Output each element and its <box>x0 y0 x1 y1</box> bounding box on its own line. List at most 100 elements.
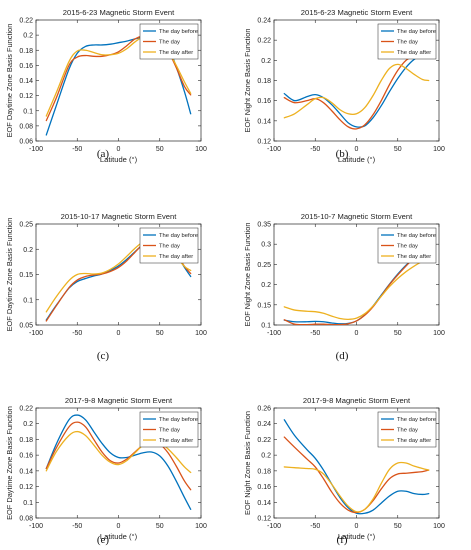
x-tick-label: -50 <box>310 146 320 153</box>
y-tick-label: 0.2 <box>23 247 33 254</box>
y-tick-label: 0.18 <box>257 78 271 85</box>
legend: The day before The day The day after <box>139 23 199 60</box>
y-tick-label: 0.2 <box>23 33 33 40</box>
x-tick-label: 100 <box>195 146 207 153</box>
legend-label: The day <box>397 40 418 46</box>
y-tick-label: 0.22 <box>19 18 33 25</box>
x-tick-label: -50 <box>72 523 82 530</box>
x-tick-label: 50 <box>394 330 402 337</box>
x-tick-label: 100 <box>433 330 445 337</box>
legend-label: The day before <box>159 29 198 35</box>
y-tick-label: 0.26 <box>257 406 271 413</box>
x-tick-label: -100 <box>29 330 43 337</box>
y-tick-label: 0.15 <box>257 302 271 309</box>
x-tick-label: 50 <box>156 523 164 530</box>
series-line-2 <box>45 421 192 491</box>
y-tick-label: 0.1 <box>23 500 33 507</box>
y-tick-label: 0.24 <box>257 421 271 428</box>
y-tick-label: 0.22 <box>19 406 33 413</box>
x-axis-label: Latitude (°) <box>100 532 138 541</box>
legend-label: The day after <box>159 254 193 260</box>
x-axis-label: Latitude (°) <box>338 155 376 164</box>
legend-label: The day after <box>397 254 431 260</box>
y-tick-label: 0.12 <box>257 139 271 146</box>
x-tick-label: 0 <box>355 146 359 153</box>
panel-label-f: (f) <box>336 534 348 546</box>
y-tick-label: 0.14 <box>257 500 271 507</box>
legend-label: The day <box>397 244 418 250</box>
y-tick-label: 0.18 <box>19 48 33 55</box>
chart-panel-1: 2015-6-23 Magnetic Storm Event -100 -50 0 50… <box>5 8 207 164</box>
y-tick-label: 0.18 <box>19 437 33 444</box>
y-tick-label: 0.2 <box>23 421 33 428</box>
y-tick-label: 0.1 <box>23 108 33 115</box>
x-tick-label: -50 <box>310 330 320 337</box>
x-tick-label: 50 <box>156 330 164 337</box>
x-tick-label: -50 <box>310 523 320 530</box>
legend-label: The day after <box>397 438 431 444</box>
x-axis-label: Latitude (°) <box>338 532 376 541</box>
x-tick-label: 100 <box>433 523 445 530</box>
x-tick-label: -50 <box>72 330 82 337</box>
x-tick-label: -100 <box>267 146 281 153</box>
y-tick-label: 0.14 <box>19 468 33 475</box>
chart-panel-3: 2015-10-17 Magnetic Storm Event -100 -50 0 5… <box>5 212 207 337</box>
y-tick-label: 0.08 <box>19 516 33 523</box>
chart-title: 2015-10-7 Magnetic Storm Event <box>301 212 413 221</box>
legend-label: The day after <box>159 50 193 56</box>
chart-title: 2017-9-8 Magnetic Storm Event <box>303 396 411 405</box>
legend-label: The day before <box>397 417 436 423</box>
series-line-1 <box>45 414 192 511</box>
chart-panel-6: 2017-9-8 Magnetic Storm Event -100 -50 0 50 1… <box>243 396 445 541</box>
legend-label: The day <box>159 40 180 46</box>
legend-label: The day <box>397 428 418 434</box>
legend: The day before The day The day after <box>139 411 199 448</box>
y-tick-label: 0.2 <box>261 453 271 460</box>
x-tick-label: 0 <box>117 146 121 153</box>
x-tick-label: -50 <box>72 146 82 153</box>
chart-title: 2015-6-23 Magnetic Storm Event <box>63 8 175 17</box>
x-tick-label: -100 <box>267 330 281 337</box>
legend-label: The day <box>159 244 180 250</box>
legend-label: The day before <box>397 29 436 35</box>
y-axis-label: EOF Night Zone Basis Function <box>243 223 252 327</box>
y-tick-label: 0.1 <box>261 323 271 330</box>
legend-label: The day <box>159 428 180 434</box>
y-tick-label: 0.14 <box>19 78 33 85</box>
x-tick-label: 0 <box>117 523 121 530</box>
chart-title: 2017-9-8 Magnetic Storm Event <box>65 396 173 405</box>
y-tick-label: 0.15 <box>19 272 33 279</box>
series-line-3 <box>45 430 192 474</box>
legend-label: The day after <box>159 438 193 444</box>
legend: The day before The day The day after <box>377 411 437 448</box>
y-axis-label: EOF Daytime Zone Basis Function <box>5 24 14 138</box>
y-tick-label: 0.16 <box>257 484 271 491</box>
y-tick-label: 0.1 <box>23 297 33 304</box>
chart-panel-2: 2015-6-23 Magnetic Storm Event -100 -50 0 50… <box>243 8 445 164</box>
chart-panel-4: 2015-10-7 Magnetic Storm Event -100 -50 0 50… <box>243 212 445 337</box>
y-axis-label: EOF Daytime Zone Basis Function <box>5 218 14 332</box>
x-tick-label: 0 <box>355 330 359 337</box>
y-tick-label: 0.18 <box>257 468 271 475</box>
y-tick-label: 0.16 <box>257 98 271 105</box>
x-tick-label: 100 <box>195 523 207 530</box>
y-tick-label: 0.2 <box>261 282 271 289</box>
panel-label-c: (c) <box>96 350 110 362</box>
series-line-3 <box>283 461 430 513</box>
y-tick-label: 0.25 <box>257 262 271 269</box>
y-axis-label: EOF Night Zone Basis Function <box>243 29 252 133</box>
legend-label: The day after <box>397 50 431 56</box>
legend: The day before The day The day after <box>377 227 437 264</box>
x-tick-label: -100 <box>29 523 43 530</box>
x-tick-label: -100 <box>267 523 281 530</box>
y-tick-label: 0.12 <box>19 484 33 491</box>
series-line-2 <box>283 245 430 325</box>
x-axis-label: Latitude (°) <box>100 155 138 164</box>
y-axis-label: EOF Daytime Zone Basis Function <box>5 406 14 520</box>
panel-label-a: (a) <box>96 148 110 160</box>
y-axis-label: EOF Night Zone Basis Function <box>243 411 252 515</box>
y-tick-label: 0.22 <box>257 437 271 444</box>
y-tick-label: 0.25 <box>19 222 33 229</box>
